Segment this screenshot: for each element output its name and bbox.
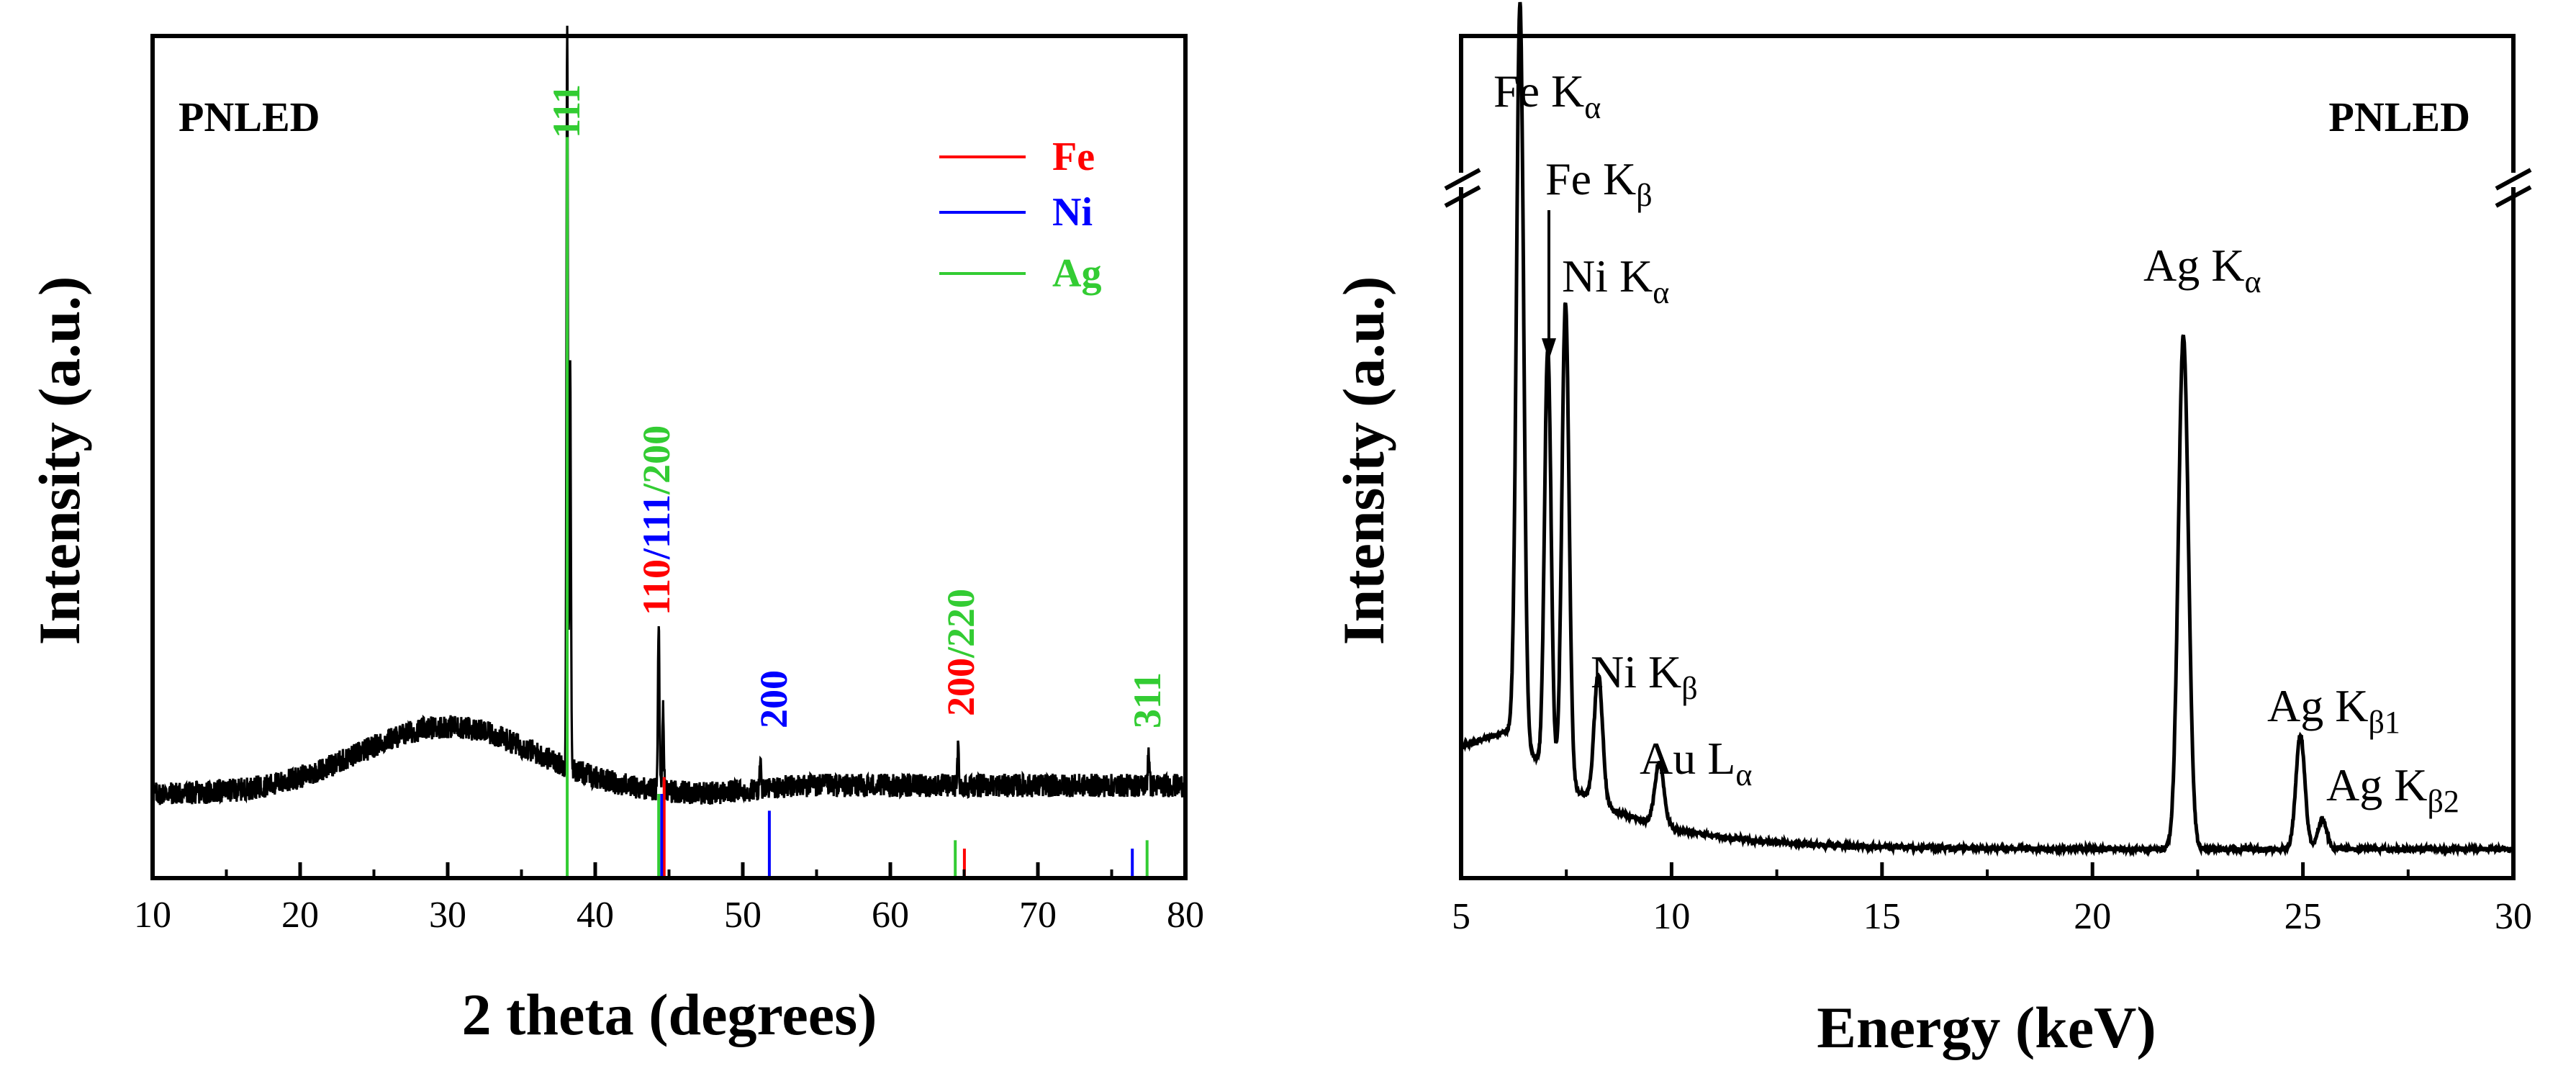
eds-x-tick-label: 30 — [2495, 896, 2532, 937]
hkl-label-65: 200/220 — [939, 589, 982, 716]
eds-x-tick-label: 15 — [1863, 896, 1901, 937]
eds-x-ticks: 5 10 15 20 25 30 — [1452, 862, 2532, 937]
xrd-x-tick-label: 30 — [429, 895, 466, 936]
xrd-y-axis-title: Intensity (a.u.) — [27, 276, 92, 646]
axis-break-mark-right-1 — [2495, 168, 2532, 191]
peak-label-ag-ka: Ag Kα — [2143, 240, 2261, 299]
peak-text-ni-ka: Ni K — [1562, 250, 1653, 302]
hkl-ag-200: 200 — [635, 425, 678, 484]
hkl-ni-111: 111 — [635, 494, 678, 548]
peak-label-fe-ka: Fe Kα — [1493, 65, 1601, 125]
eds-x-tick-label: 20 — [2074, 896, 2111, 937]
hkl-ag-220: 220 — [939, 589, 982, 647]
axis-break-mark-left-1 — [1444, 168, 1481, 191]
peak-label-fe-kb: Fe Kβ — [1545, 153, 1653, 213]
eds-x-tick-label: 10 — [1653, 896, 1690, 937]
peak-label-au-la: Au Lα — [1640, 733, 1752, 792]
xrd-x-tick-label: 40 — [577, 895, 614, 936]
axis-break-right — [2495, 168, 2532, 208]
peak-sub-ag-kb2: β2 — [2427, 784, 2459, 819]
hkl-fe-110: 110 — [635, 559, 678, 615]
peak-sub-au-la: α — [1735, 757, 1752, 792]
peak-text-fe-kb: Fe K — [1545, 153, 1636, 204]
xrd-x-tick-label: 20 — [281, 895, 319, 936]
eds-x-axis-title: Energy (keV) — [1817, 995, 2156, 1060]
hkl-label-44: 110/111/200 — [635, 425, 678, 615]
hkl-slash-2: / — [635, 483, 678, 495]
peak-sub-ag-kb1: β1 — [2368, 705, 2400, 740]
xrd-x-axis-title: 2 theta (degrees) — [462, 982, 877, 1047]
legend-label-ag: Ag — [1052, 251, 1101, 296]
xrd-panel-label: PNLED — [178, 94, 320, 140]
peak-sub-ni-kb: β — [1681, 671, 1697, 706]
hkl-ag-111: 111 — [545, 84, 588, 138]
hkl-slash-1: / — [635, 548, 678, 560]
fe-kb-arrow — [1542, 210, 1556, 360]
peak-sub-fe-kb: β — [1636, 178, 1652, 213]
eds-x-tick-label: 25 — [2284, 896, 2322, 937]
eds-x-tick-label: 5 — [1452, 896, 1470, 937]
peak-sub-ni-ka: α — [1653, 275, 1669, 310]
peak-label-ag-kb2: Ag Kβ2 — [2326, 759, 2459, 819]
xrd-x-tick-label: 60 — [872, 895, 909, 936]
peak-text-ag-ka: Ag K — [2143, 240, 2244, 291]
peak-text-au-la: Au L — [1640, 733, 1735, 784]
peak-text-ni-kb: Ni K — [1591, 646, 1681, 697]
hkl-slash-3: / — [939, 646, 982, 659]
xrd-x-ticks: 10 20 30 40 50 60 70 80 — [134, 862, 1204, 936]
eds-panel-label: PNLED — [2328, 94, 2470, 140]
axis-break-mark-right-2 — [2495, 185, 2532, 208]
axis-break-mark-left-2 — [1444, 185, 1481, 208]
hkl-label-ni-200: 200 — [752, 670, 795, 728]
peak-sub-ag-ka: α — [2244, 264, 2261, 299]
hkl-label-ag-311: 311 — [1126, 672, 1169, 728]
axis-break-left — [1444, 168, 1481, 208]
eds-y-axis-title: Intensity (a.u.) — [1331, 276, 1396, 646]
hkl-ni-200: 200 — [752, 670, 795, 728]
eds-panel: 5 10 15 20 25 30 PNLED Fe Kα Fe Kβ Ni Kα Ni K… — [1331, 1, 2532, 1060]
hkl-ag-311: 311 — [1126, 672, 1169, 728]
xrd-legend: Fe Ni Ag — [939, 135, 1101, 296]
legend-label-ni: Ni — [1052, 190, 1093, 235]
hkl-label-ag-111: 111 — [545, 84, 588, 138]
eds-data-line — [1459, 1, 2515, 858]
peak-text-fe-ka: Fe K — [1493, 65, 1584, 117]
peak-text-ag-kb2: Ag K — [2326, 759, 2427, 810]
xrd-x-tick-label: 70 — [1019, 895, 1057, 936]
xrd-reference-lines — [566, 137, 1149, 878]
peak-label-ni-kb: Ni Kβ — [1591, 646, 1698, 706]
xrd-x-tick-label: 50 — [724, 895, 761, 936]
peak-label-ag-kb1: Ag Kβ1 — [2267, 680, 2400, 740]
legend-label-fe: Fe — [1052, 135, 1095, 179]
xrd-x-tick-label: 10 — [134, 895, 171, 936]
xrd-x-tick-label: 80 — [1167, 895, 1204, 936]
peak-label-ni-ka: Ni Kα — [1562, 250, 1669, 310]
peak-sub-fe-ka: α — [1584, 90, 1601, 125]
fe-kb-arrow-head — [1542, 338, 1556, 360]
xrd-data-line — [151, 25, 1187, 806]
peak-text-ag-kb1: Ag K — [2267, 680, 2368, 731]
xrd-panel: 10 20 30 40 50 60 70 80 PNLED Fe Ni Ag 111 110/… — [27, 25, 1204, 1047]
hkl-fe-200: 200 — [939, 658, 982, 716]
